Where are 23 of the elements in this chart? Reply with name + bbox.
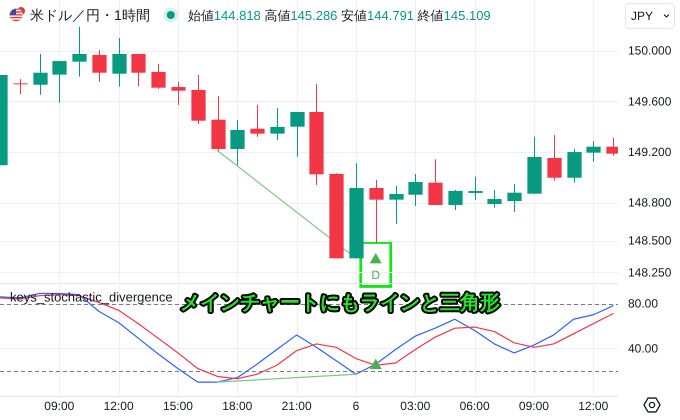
x-tick-label: 09:00 bbox=[44, 399, 75, 413]
x-tick-label: 06:00 bbox=[460, 399, 490, 413]
y-tick-label: 149.600 bbox=[628, 94, 672, 108]
text: 始値144.818 高値145.286 安値144.791 終値145.109 bbox=[188, 8, 491, 22]
value-label: D bbox=[371, 268, 380, 282]
y-axis-title: JPY bbox=[631, 9, 654, 23]
x-tick-label: 12:00 bbox=[578, 399, 609, 413]
x-tick-label: 18:00 bbox=[222, 399, 253, 413]
y-tick-label: 150.000 bbox=[628, 44, 672, 58]
currency-button: JPY bbox=[625, 3, 675, 29]
x-tick-label: 15:00 bbox=[162, 399, 194, 413]
y-tick-label: 148.500 bbox=[628, 234, 672, 248]
x-tick-label: 09:00 bbox=[518, 399, 550, 413]
y-tick-label: 148.250 bbox=[628, 265, 672, 280]
x-tick-label: 6 bbox=[352, 399, 360, 413]
x-tick-label: 03:00 bbox=[400, 399, 431, 413]
x-tick-label: 12:00 bbox=[104, 399, 134, 413]
y-tick-label: 40.00 bbox=[628, 341, 658, 356]
x-tick-label: 21:00 bbox=[282, 399, 312, 413]
y-tick-label: 148.800 bbox=[628, 196, 672, 210]
y-tick-label: 80.00 bbox=[628, 296, 658, 311]
y-tick-label: 149.200 bbox=[628, 145, 672, 160]
text: 米ドル／円・1時間 bbox=[30, 7, 150, 23]
